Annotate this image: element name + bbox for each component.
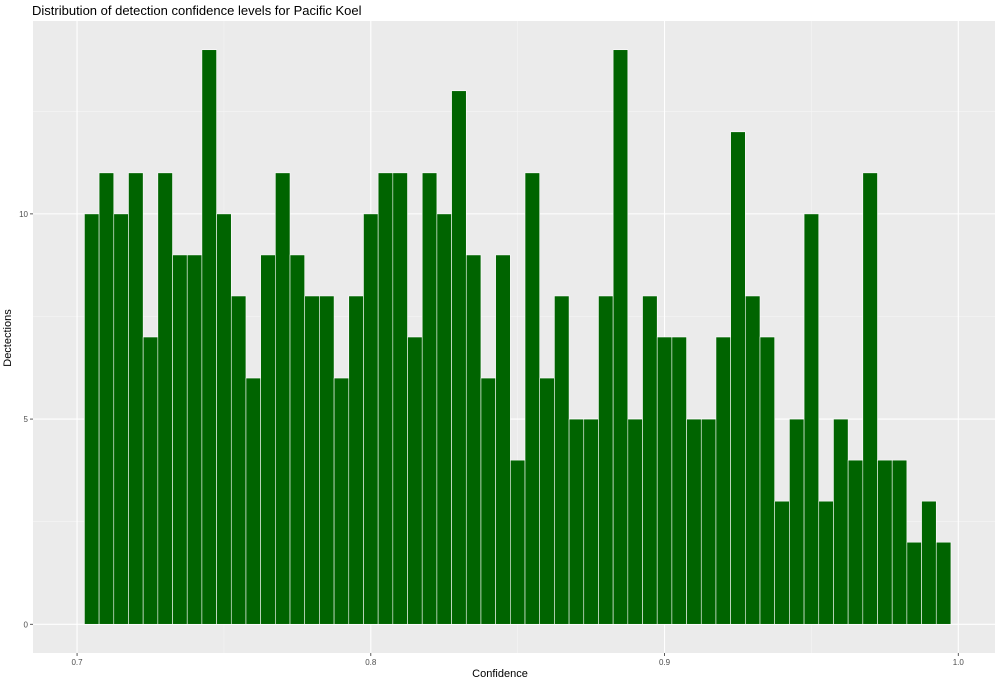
histogram-bar: [803, 213, 820, 625]
histogram-bar: [495, 254, 511, 625]
histogram-bar: [906, 541, 922, 625]
histogram-bar: [671, 336, 687, 625]
histogram-bar: [774, 500, 790, 625]
histogram-bar: [715, 336, 731, 625]
bars: [84, 49, 952, 625]
histogram-bar: [392, 172, 408, 625]
histogram-bar: [348, 295, 364, 625]
histogram-bar: [245, 377, 261, 625]
histogram-bar: [539, 377, 555, 625]
histogram-bar: [686, 418, 702, 625]
histogram-bar: [833, 418, 849, 625]
histogram-bar: [421, 172, 438, 625]
histogram-bar: [891, 459, 908, 625]
histogram-bar: [568, 418, 585, 625]
y-tick-label: 0: [24, 620, 29, 629]
x-tick-label: 0.9: [659, 658, 671, 667]
histogram-bar: [627, 418, 643, 625]
histogram-bar: [142, 336, 159, 625]
histogram-bar: [84, 213, 100, 625]
histogram-bar: [113, 213, 129, 625]
histogram-bar: [598, 295, 614, 625]
histogram-bar: [201, 49, 217, 625]
histogram-bar: [789, 418, 805, 625]
histogram-bar: [759, 336, 775, 625]
histogram-bar: [451, 90, 467, 625]
histogram-bar: [275, 172, 291, 625]
histogram-bar: [583, 418, 599, 625]
histogram-bar: [333, 377, 350, 625]
histogram-bar: [656, 336, 673, 625]
y-tick-label: 5: [24, 415, 29, 424]
histogram-bar: [524, 172, 541, 625]
y-tick-label: 10: [19, 210, 28, 219]
histogram-bar: [554, 295, 570, 625]
histogram-bar: [363, 213, 379, 625]
y-axis-ticks: 0 5 10: [19, 210, 33, 629]
histogram-bar: [700, 418, 717, 625]
histogram-bar: [128, 172, 144, 625]
histogram-bar: [157, 172, 173, 625]
histogram-bar: [847, 459, 864, 625]
histogram-bar: [465, 254, 482, 625]
chart-title: Distribution of detection confidence lev…: [32, 3, 362, 18]
histogram-bar: [304, 295, 320, 625]
histogram-bar: [612, 49, 629, 625]
x-tick-label: 1.0: [953, 658, 965, 667]
histogram-bar: [260, 254, 276, 625]
histogram-bar: [480, 377, 496, 625]
histogram-bar: [935, 541, 952, 625]
histogram-bar: [436, 213, 452, 625]
histogram-bar: [877, 459, 893, 625]
histogram-bar: [407, 336, 423, 625]
histogram-bar: [921, 500, 937, 625]
x-tick-label: 0.7: [71, 658, 83, 667]
histogram-bar: [642, 295, 658, 625]
histogram-bar: [172, 254, 188, 625]
histogram-bar: [98, 172, 115, 625]
histogram-bar: [510, 459, 526, 625]
x-axis-ticks: 0.7 0.8 0.9 1.0: [71, 653, 964, 667]
histogram-bar: [186, 254, 203, 625]
histogram-bar: [862, 172, 878, 625]
histogram-bar: [230, 295, 247, 625]
x-axis-label: Confidence: [472, 668, 528, 680]
histogram-bar: [745, 295, 761, 625]
x-tick-label: 0.8: [365, 658, 377, 667]
histogram-bar: [818, 500, 834, 625]
histogram-bar: [377, 172, 394, 625]
histogram-bar: [216, 213, 232, 625]
histogram-bar: [289, 254, 306, 625]
histogram-bar: [319, 295, 335, 625]
histogram-bar: [730, 131, 746, 625]
